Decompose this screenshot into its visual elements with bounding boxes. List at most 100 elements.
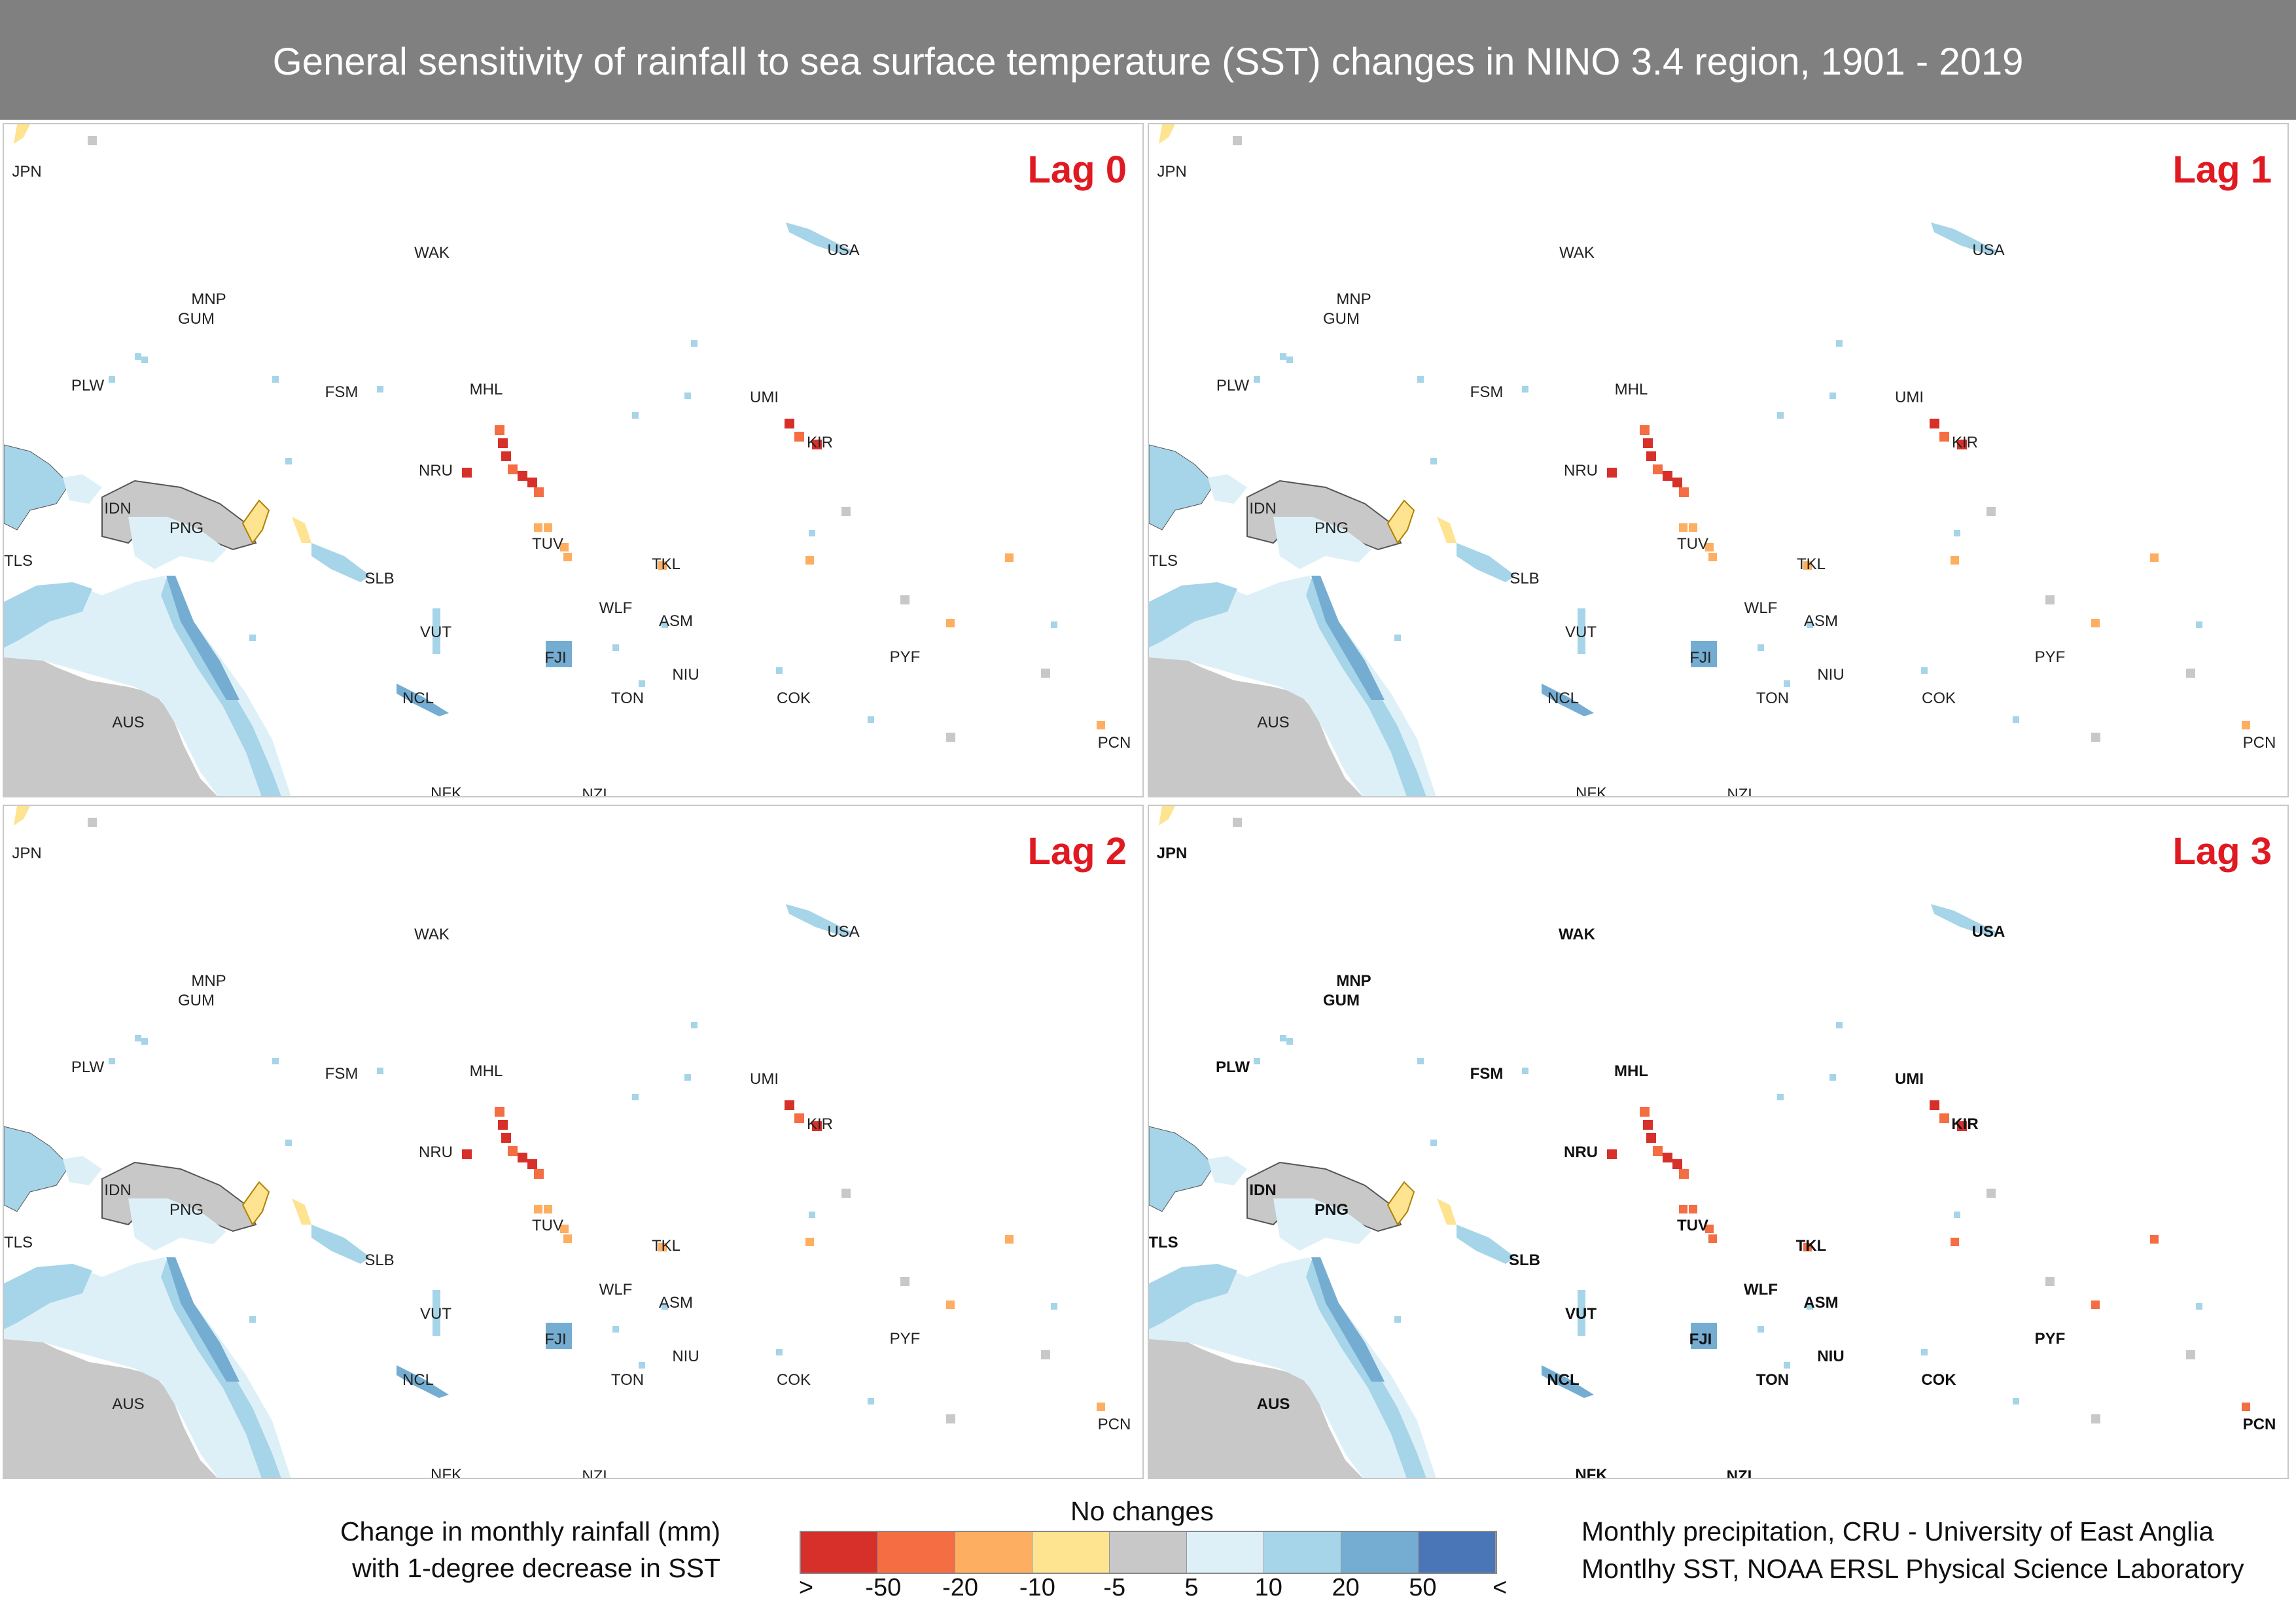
anomaly-cell-negative <box>1643 1120 1653 1130</box>
country-label-nzl: NZL <box>582 786 612 797</box>
anomaly-cell-negative <box>1646 1133 1656 1143</box>
country-label-usa: USA <box>827 241 860 259</box>
legend-tick-label: 10 <box>1254 1574 1282 1601</box>
vanuatu <box>433 608 440 654</box>
legend-swatch <box>1187 1532 1264 1573</box>
lag-label: Lag 2 <box>1027 830 1127 873</box>
anomaly-cell-orange <box>805 556 814 565</box>
anomaly-cell-orange <box>805 1238 814 1246</box>
anomaly-cell-orange <box>560 543 569 551</box>
legend-swatch <box>1341 1532 1419 1573</box>
legend-ticks: > -50 -20 -10 -5 5 10 20 50 < <box>799 1574 1507 1607</box>
anomaly-cell-orange <box>544 1205 552 1213</box>
anomaly-cell-positive <box>2196 621 2202 628</box>
country-label-ton: TON <box>610 689 645 707</box>
anomaly-cell-positive <box>1807 1303 1813 1310</box>
anomaly-cell-orange <box>658 1243 667 1251</box>
anomaly-cell-negative <box>534 1169 544 1179</box>
anomaly-cell-orange <box>1951 1238 1959 1246</box>
country-label-nzl: NZL <box>582 1467 612 1479</box>
country-label-usa: USA <box>1972 241 2005 259</box>
solomon-islands <box>1457 543 1515 582</box>
anomaly-cell-positive <box>1394 635 1401 641</box>
no-change-cell <box>1987 1189 1996 1198</box>
country-label-fsm: FSM <box>325 383 359 401</box>
country-label-tkl: TKL <box>1795 1237 1827 1255</box>
country-label-mhl: MHL <box>1614 381 1648 398</box>
japan-tip <box>1159 806 1175 826</box>
no-change-cell <box>1041 1350 1050 1359</box>
fiji-islands <box>1691 1323 1717 1349</box>
anomaly-cell-negative <box>508 1146 518 1156</box>
country-label-slb: SLB <box>364 1251 395 1269</box>
anomaly-cell-negative <box>1672 478 1682 487</box>
map-panel-lag-1: Lag 1 JPN WAK USA MNP GUM PLW FSM MHL UMI NRU KIR ID… <box>1148 123 2289 797</box>
anomaly-cell-negative <box>1679 487 1689 497</box>
country-label-ton: TON <box>1756 689 1790 707</box>
country-label-tuv: TUV <box>1677 535 1708 553</box>
fiji-islands <box>546 641 572 667</box>
legend-swatch <box>1110 1532 1187 1573</box>
new-guinea-land <box>101 480 257 551</box>
anomaly-cell-positive <box>135 1035 141 1041</box>
solomon-islands <box>1457 1225 1515 1264</box>
country-label-vut: VUT <box>1565 623 1597 641</box>
anomaly-cell-negative <box>794 432 804 442</box>
country-label-plw: PLW <box>71 377 105 394</box>
country-label-asm: ASM <box>658 612 694 630</box>
anomaly-cell-positive <box>662 1303 668 1310</box>
no-change-cell <box>2045 595 2055 604</box>
new-guinea-south <box>128 517 226 569</box>
country-label-pyf: PYF <box>889 1330 921 1348</box>
country-label-plw: PLW <box>1216 377 1250 394</box>
anomaly-cell-orange <box>1705 1225 1714 1233</box>
anomaly-cell-negative <box>518 1153 527 1162</box>
anomaly-cell-positive <box>1836 340 1843 347</box>
country-label-nfk: NFK <box>431 784 462 797</box>
country-label-nfk: NFK <box>1575 1466 1608 1479</box>
fiji-islands <box>546 1323 572 1349</box>
anomaly-cell-positive <box>691 1022 698 1028</box>
indonesia-islands <box>1149 1126 1215 1212</box>
country-label-tuv: TUV <box>532 1217 563 1234</box>
anomaly-cell-positive <box>632 412 639 419</box>
northwest-coast <box>4 582 92 648</box>
country-label-pcn: PCN <box>2242 1416 2276 1433</box>
country-label-fji: FJI <box>544 1331 567 1348</box>
country-label-usa: USA <box>827 923 860 941</box>
anomaly-cell-positive <box>2013 716 2019 723</box>
country-label-asm: ASM <box>1803 612 1839 630</box>
anomaly-cell-positive <box>1286 357 1293 363</box>
australia-coast-dark <box>1311 1257 1385 1382</box>
fiji-islands <box>1691 641 1717 667</box>
country-label-tls: TLS <box>1148 1234 1178 1251</box>
anomaly-cell-orange <box>1708 1234 1717 1243</box>
new-guinea-south <box>128 1198 226 1251</box>
map-svg <box>4 124 1105 796</box>
anomaly-cell-negative <box>1643 438 1653 448</box>
legend-no-changes: No changes <box>1070 1496 1214 1526</box>
anomaly-cell-negative <box>1679 1169 1689 1179</box>
anomaly-cell-orange <box>1803 561 1812 570</box>
country-label-ncl: NCL <box>1547 689 1580 707</box>
anomaly-cell-negative <box>1939 1113 1949 1123</box>
australia-land <box>1149 1336 1363 1478</box>
map-title: General sensitivity of rainfall to sea s… <box>0 0 2296 120</box>
legend-color-bar <box>800 1531 1497 1574</box>
country-label-wlf: WLF <box>1744 599 1778 617</box>
country-label-wak: WAK <box>1559 244 1595 262</box>
anomaly-cell-orange <box>946 1300 955 1309</box>
country-label-aus: AUS <box>1256 1395 1290 1413</box>
anomaly-cell-orange <box>2150 1235 2159 1244</box>
no-change-cell <box>1233 818 1242 827</box>
anomaly-cell-positive <box>684 1074 691 1081</box>
country-label-wlf: WLF <box>599 599 633 617</box>
legend-title-line1: Change in monthly rainfall (mm) <box>340 1516 720 1546</box>
anomaly-cell-positive <box>109 1058 115 1064</box>
anomaly-cell-positive <box>868 716 874 723</box>
hawaii-islands <box>786 904 855 937</box>
anomaly-cell-negative <box>1957 1121 1967 1131</box>
country-label-nru: NRU <box>1564 1143 1598 1161</box>
anomaly-cell-positive <box>1921 667 1928 674</box>
country-label-jpn: JPN <box>1157 163 1187 181</box>
